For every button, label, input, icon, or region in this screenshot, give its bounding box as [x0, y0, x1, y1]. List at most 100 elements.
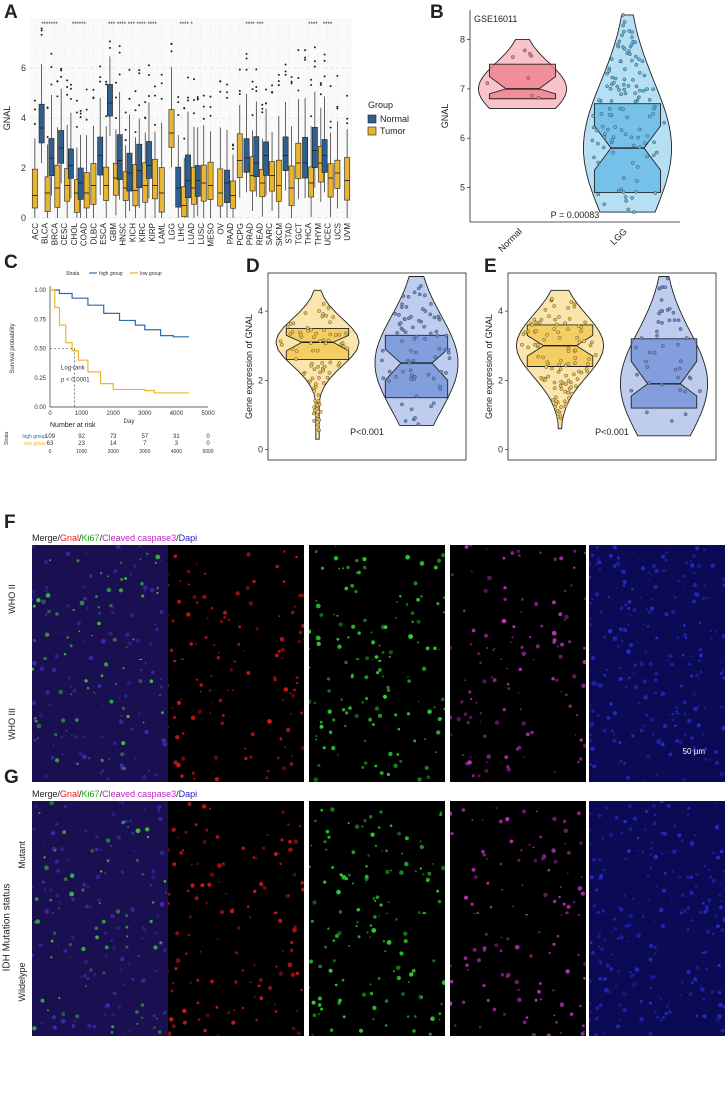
cell [553, 1014, 556, 1017]
cell [540, 624, 543, 628]
data-point [629, 388, 634, 393]
x-tick-label: SKCM [275, 223, 284, 246]
cell [364, 881, 367, 884]
cell [158, 1030, 162, 1034]
cell [357, 935, 361, 939]
data-point [536, 96, 541, 100]
data-point [594, 128, 599, 133]
cell [88, 906, 92, 909]
cell [186, 569, 191, 574]
cell [407, 679, 411, 683]
cell [168, 583, 170, 588]
outlier [193, 99, 195, 102]
cell [412, 1029, 416, 1033]
cell [670, 900, 673, 903]
data-point [311, 411, 316, 416]
cell [622, 579, 627, 584]
cell [176, 700, 182, 705]
cell [589, 623, 593, 627]
cell [424, 765, 429, 770]
cell [579, 738, 583, 742]
cell [470, 697, 473, 700]
outlier [313, 60, 316, 63]
cell [163, 1011, 167, 1015]
cell [287, 894, 290, 897]
cell [565, 969, 570, 974]
cell [338, 910, 343, 914]
cell [108, 758, 111, 761]
risk-low-count: 63 [47, 441, 54, 447]
cell [215, 1005, 219, 1009]
cell [386, 772, 390, 776]
normal-box [311, 127, 318, 169]
cell [682, 633, 688, 638]
data-point [321, 381, 326, 385]
cell [368, 717, 372, 722]
cell [589, 827, 591, 832]
cell [362, 557, 367, 562]
cell [487, 575, 492, 581]
data-point [416, 422, 421, 427]
data-point [313, 398, 317, 403]
cell [502, 556, 506, 560]
data-point [290, 347, 295, 351]
x-tick-label: UVM [343, 223, 352, 241]
cell [329, 1028, 334, 1032]
cell [229, 668, 233, 672]
cell [49, 559, 52, 562]
y-tick-label: 0.00 [34, 405, 46, 411]
cell [436, 889, 440, 893]
cell [76, 762, 79, 765]
risk-low-count: 0 [206, 441, 210, 447]
outlier [304, 56, 307, 59]
data-point [434, 329, 439, 334]
outlier [66, 93, 69, 96]
cell [709, 629, 712, 632]
cell [392, 970, 395, 973]
cell [363, 618, 367, 622]
data-point [683, 412, 688, 417]
cell [438, 1018, 441, 1021]
cell [231, 688, 234, 692]
outlier [202, 94, 205, 97]
data-point [633, 54, 638, 59]
cell [639, 729, 644, 733]
cell [591, 950, 595, 955]
cell [589, 875, 594, 880]
data-point [387, 369, 392, 374]
outlier [297, 49, 300, 52]
cell [592, 857, 596, 862]
cell [596, 682, 600, 686]
cell [717, 990, 722, 994]
cell [622, 628, 628, 633]
cell [110, 939, 113, 942]
cell [60, 834, 63, 837]
cell [73, 1019, 77, 1024]
cell [149, 919, 153, 924]
cell [153, 1026, 156, 1029]
cell [222, 862, 225, 865]
cell [365, 656, 369, 661]
cell [95, 935, 99, 940]
cell [595, 1016, 599, 1021]
cell [644, 809, 649, 813]
cell [671, 870, 674, 873]
cell [215, 835, 220, 839]
cell [213, 644, 216, 647]
outlier [118, 45, 121, 48]
cell [590, 722, 594, 726]
cell [718, 893, 722, 897]
cell [621, 639, 623, 642]
cell [250, 732, 255, 737]
cell [121, 706, 125, 710]
data-point [596, 160, 601, 165]
cell [51, 667, 57, 673]
cell [686, 875, 690, 880]
outlier [304, 58, 307, 61]
cell [450, 964, 452, 968]
cell [48, 703, 52, 707]
cell [143, 928, 147, 932]
cell [275, 564, 280, 569]
cell [693, 592, 699, 597]
cell [680, 839, 684, 842]
